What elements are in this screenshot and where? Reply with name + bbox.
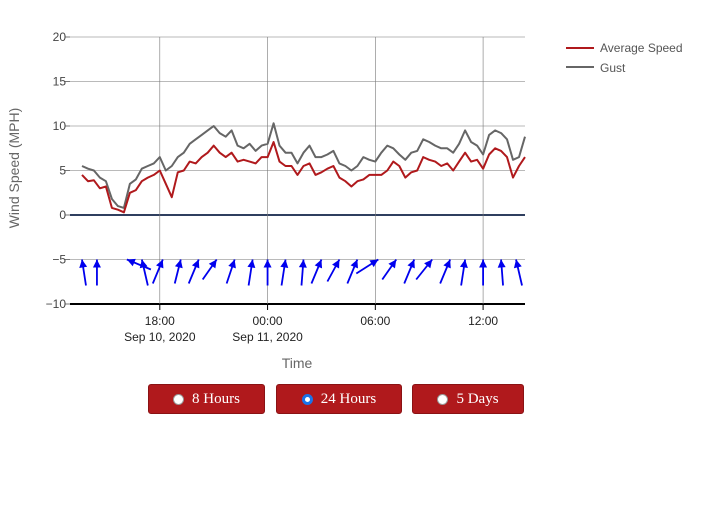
wind-arrow-head: [388, 259, 397, 269]
wind-arrow: [355, 258, 379, 275]
radio-24-hours[interactable]: [301, 393, 313, 405]
range-button-label: 24 Hours: [320, 390, 377, 407]
y-tick-label: −5: [52, 253, 66, 267]
wind-arrow-head: [191, 259, 200, 269]
range-button-8-hours[interactable]: 8 Hours: [148, 384, 265, 414]
wind-arrow-head: [443, 259, 451, 269]
wind-arrow-head: [280, 259, 289, 269]
wind-arrow: [479, 259, 488, 286]
wind-arrow-head: [126, 258, 136, 267]
wind-arrow-head: [247, 259, 256, 269]
y-tick-label: −10: [46, 297, 67, 311]
x-tick-label: 12:00: [468, 314, 498, 328]
y-tick-label: 20: [53, 30, 67, 44]
series-line-average-speed: [81, 141, 526, 214]
wind-arrow: [280, 259, 289, 286]
radio-8-hours[interactable]: [173, 393, 185, 405]
wind-chart: −10 −5 0 5 10 15 20 18:00 Sep 10, 2020 00:00 Sep …: [6, 30, 683, 371]
wind-arrow: [79, 259, 88, 286]
wind-arrow: [187, 259, 200, 284]
y-tick-label: 0: [59, 208, 66, 222]
x-tick-label: 00:00: [253, 314, 283, 328]
x-tick-labels: 18:00 Sep 10, 2020 00:00 Sep 11, 2020 06:00 1…: [124, 314, 498, 344]
wind-arrow-head: [156, 259, 164, 269]
wind-arrow: [92, 259, 101, 286]
wind-arrow-head: [228, 259, 236, 269]
x-tick-label: 18:00: [145, 314, 175, 328]
y-axis-title: Wind Speed (MPH): [6, 108, 22, 229]
legend-label-average-speed[interactable]: Average Speed: [600, 41, 683, 55]
wind-arrow: [139, 259, 149, 286]
wind-arrow: [497, 259, 506, 286]
x-tick-sublabel: Sep 10, 2020: [124, 330, 196, 344]
x-tick-label: 06:00: [360, 314, 390, 328]
wind-arrow: [263, 259, 272, 286]
wind-arrow: [439, 259, 451, 284]
radio-5-days[interactable]: [437, 393, 449, 405]
wind-arrow: [247, 259, 256, 286]
wind-arrow-head: [424, 259, 433, 269]
wind-arrow-head: [459, 259, 468, 269]
y-tick-labels: −10 −5 0 5 10 15 20: [46, 30, 67, 311]
wind-arrow-head: [479, 259, 488, 268]
grid: [65, 36, 525, 310]
range-button-24-hours[interactable]: 24 Hours: [276, 384, 402, 414]
wind-arrow-head: [513, 259, 522, 269]
wind-arrow: [310, 259, 323, 284]
wind-arrow-head: [92, 259, 101, 268]
wind-arrow-head: [314, 259, 323, 269]
wind-arrow: [173, 259, 183, 284]
wind-arrow: [326, 259, 341, 282]
wind-arrow: [459, 259, 468, 286]
wind-arrow: [381, 258, 398, 281]
wind-arrow: [346, 259, 359, 284]
y-tick-label: 15: [53, 75, 67, 89]
wind-arrow: [151, 259, 164, 284]
wind-arrow-head: [332, 259, 340, 269]
wind-arrow: [415, 258, 433, 281]
range-button-5-days[interactable]: 5 Days: [412, 384, 524, 414]
wind-arrow-head: [407, 259, 415, 269]
wind-arrow-head: [139, 259, 148, 269]
wind-arrow-head: [298, 259, 307, 268]
range-button-label: 8 Hours: [192, 390, 240, 407]
wind-arrow-head: [174, 259, 183, 269]
wind-arrow: [298, 259, 307, 286]
wind-arrow-head: [497, 259, 506, 268]
y-tick-label: 10: [53, 119, 67, 133]
wind-arrow: [513, 259, 523, 286]
legend-label-gust[interactable]: Gust: [600, 61, 626, 75]
wind-arrow: [126, 258, 152, 271]
y-tick-label: 5: [59, 164, 66, 178]
wind-arrow-head: [208, 259, 217, 269]
wind-arrow-head: [263, 259, 272, 268]
wind-arrow-head: [79, 259, 88, 269]
wind-direction-arrows: [79, 258, 523, 286]
wind-arrow-head: [350, 259, 358, 269]
range-button-label: 5 Days: [456, 390, 499, 407]
x-tick-sublabel: Sep 11, 2020: [232, 330, 303, 344]
wind-arrow-head: [369, 259, 379, 268]
series-lines: [81, 122, 526, 214]
wind-arrow: [225, 259, 236, 284]
x-axis-title: Time: [282, 355, 313, 371]
series-line-gust: [81, 122, 526, 209]
legend[interactable]: Average Speed Gust: [566, 41, 683, 75]
wind-arrow: [403, 259, 416, 284]
wind-arrow: [201, 258, 218, 281]
